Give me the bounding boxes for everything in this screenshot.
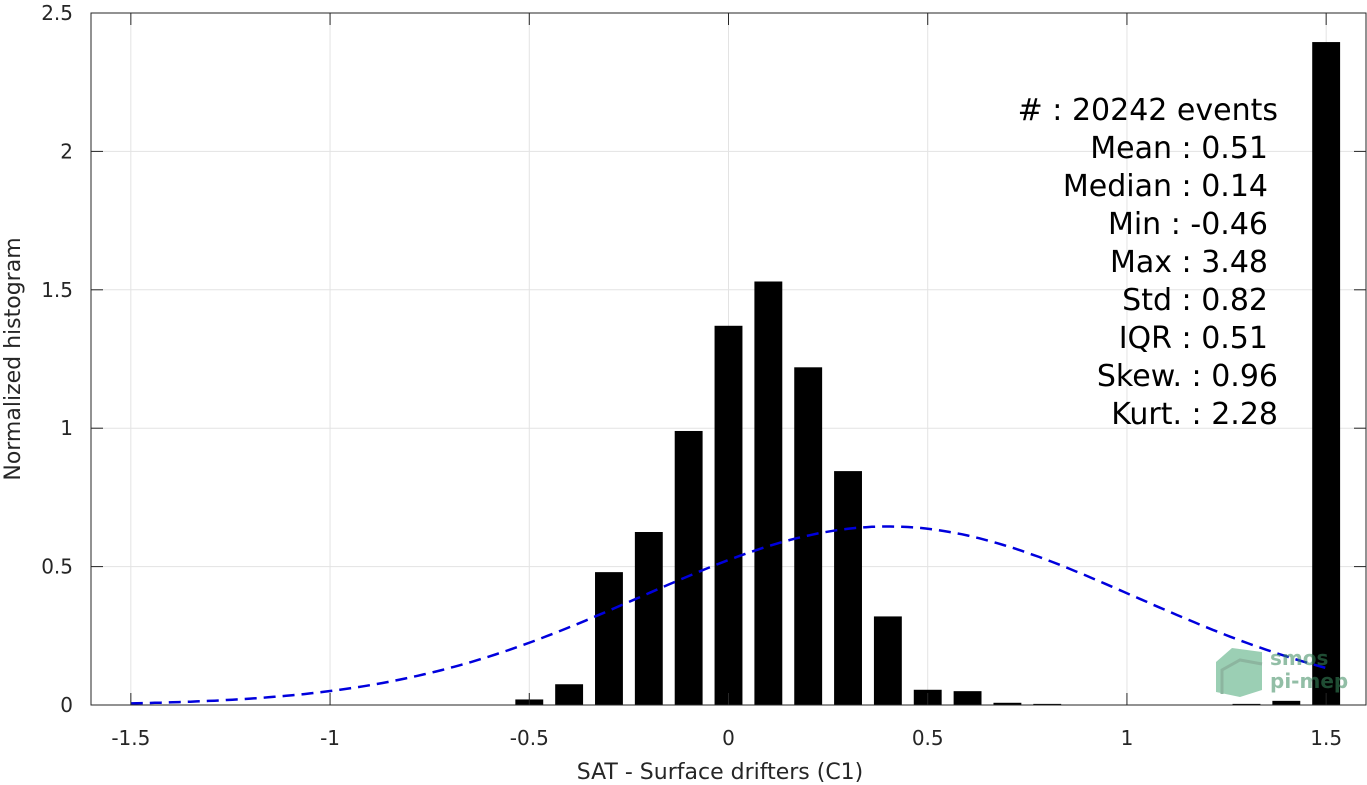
histogram-bar-15 (1272, 700, 1301, 705)
histogram-bar-16 (1312, 42, 1341, 705)
histogram-bar-13 (1033, 703, 1062, 705)
x-tick-label-2: -0.5 (510, 726, 549, 750)
logo-line-1: smos (1270, 646, 1328, 670)
stat-line-2: Median : 0.14 (1063, 169, 1268, 204)
x-tick-labels: -1.5 -1 -0.5 0 0.5 1 1.5 (111, 726, 1342, 750)
y-tick-label-2: 1 (60, 416, 73, 440)
histogram-bar-6 (754, 281, 783, 705)
y-tick-label-4: 2 (60, 139, 73, 163)
stat-line-7: Skew. : 0.96 (1097, 359, 1278, 394)
x-tick-label-0: -1.5 (111, 726, 150, 750)
y-tick-label-0: 0 (60, 693, 73, 717)
x-tick-label-1: -1 (320, 726, 340, 750)
histogram-bar-8 (834, 471, 862, 705)
stat-line-1: Mean : 0.51 (1090, 131, 1268, 166)
stat-line-4: Max : 3.48 (1110, 245, 1268, 280)
histogram-bar-4 (674, 430, 703, 705)
stat-line-3: Min : -0.46 (1108, 207, 1268, 242)
x-tick-label-3: 0 (722, 726, 735, 750)
normal-fit-curve (130, 525, 1327, 705)
histogram-bars (515, 42, 1341, 705)
logo-mark-shade-icon (1220, 658, 1263, 694)
histogram-bar-12 (993, 702, 1022, 705)
y-tick-label-5: 2.5 (41, 1, 73, 25)
histogram-bar-1 (555, 684, 584, 705)
histogram-bar-14 (1232, 703, 1261, 705)
histogram-bar-5 (714, 325, 743, 705)
stat-line-8: Kurt. : 2.28 (1111, 397, 1278, 432)
logo-mark-icon (1216, 648, 1262, 697)
stat-line-6: IQR : 0.51 (1119, 321, 1268, 356)
histogram-bar-9 (873, 616, 902, 705)
x-axis-label: SAT - Surface drifters (C1) (577, 760, 864, 785)
stat-line-5: Std : 0.82 (1122, 283, 1268, 318)
histogram-bar-2 (595, 572, 623, 705)
histogram-bar-3 (634, 532, 663, 705)
x-tick-label-4: 0.5 (912, 726, 944, 750)
stat-line-0: # : 20242 events (1018, 93, 1278, 128)
x-tick-label-6: 1.5 (1310, 726, 1342, 750)
logo-line-2: pi-mep (1270, 669, 1348, 693)
axes-box (90, 12, 1367, 706)
smos-pimep-logo: smos pi-mep (1216, 646, 1348, 697)
y-tick-label-3: 1.5 (41, 278, 73, 302)
histogram-bar-11 (953, 691, 982, 705)
x-tick-label-5: 1 (1121, 726, 1134, 750)
y-tick-label-1: 0.5 (41, 555, 73, 579)
y-axis-label: Normalized histogram (1, 237, 26, 480)
y-tick-labels: 0 0.5 1 1.5 2 2.5 (41, 1, 73, 717)
